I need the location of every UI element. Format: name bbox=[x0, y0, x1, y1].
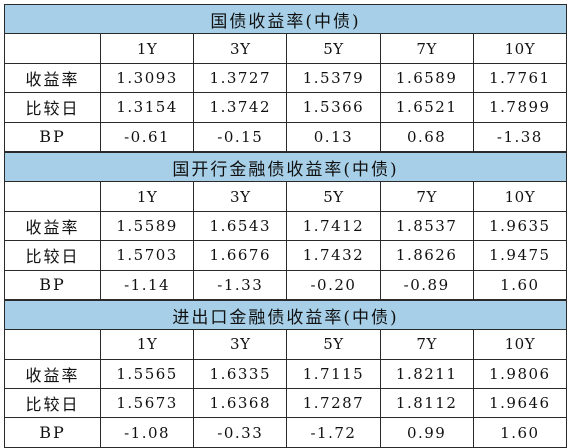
section-title: 国开行金融债收益率(中债) bbox=[4, 150, 567, 183]
yield-cell: 1.9635 bbox=[472, 210, 567, 242]
yield-cell: 1.3154 bbox=[99, 92, 195, 123]
bp-cell: -0.61 bbox=[99, 121, 195, 153]
bp-cell: -1.08 bbox=[99, 417, 195, 448]
bond-yield-table: 国债收益率(中债) 1Y 3Y 5Y 7Y 10Y 收益率 1.3093 1.3… bbox=[4, 3, 567, 448]
table-row: BP -1.14 -1.33 -0.20 -0.89 1.60 bbox=[4, 269, 567, 301]
yield-cell: 1.7899 bbox=[472, 92, 567, 123]
bp-cell: -1.38 bbox=[472, 121, 567, 153]
tenor-header: 7Y bbox=[379, 33, 474, 64]
bp-cell: -1.33 bbox=[193, 269, 288, 301]
yield-cell: 1.7115 bbox=[286, 358, 381, 390]
row-label: BP bbox=[4, 121, 101, 153]
yield-cell: 1.8112 bbox=[379, 388, 474, 419]
row-label: BP bbox=[4, 269, 101, 301]
yield-cell: 1.8537 bbox=[379, 210, 474, 242]
yield-cell: 1.7287 bbox=[286, 388, 381, 419]
section-title-row: 国开行金融债收益率(中债) bbox=[4, 150, 567, 183]
row-label: BP bbox=[4, 417, 101, 448]
section-title: 国债收益率(中债) bbox=[4, 3, 567, 35]
tenor-header: 10Y bbox=[472, 181, 567, 212]
bp-cell: -0.15 bbox=[193, 121, 288, 153]
bp-cell: 1.60 bbox=[472, 417, 567, 448]
bp-cell: -0.33 bbox=[193, 417, 288, 448]
yield-cell: 1.6589 bbox=[379, 62, 474, 94]
bond-yield-table-body: 国债收益率(中债) 1Y 3Y 5Y 7Y 10Y 收益率 1.3093 1.3… bbox=[4, 3, 567, 448]
row-label: 收益率 bbox=[4, 210, 101, 242]
bp-cell: -1.72 bbox=[286, 417, 381, 448]
tenor-header: 1Y bbox=[99, 181, 195, 212]
tenor-header: 3Y bbox=[193, 181, 288, 212]
table-row: 收益率 1.3093 1.3727 1.5379 1.6589 1.7761 bbox=[4, 62, 567, 94]
bp-cell: -0.20 bbox=[286, 269, 381, 301]
section-title-row: 国债收益率(中债) bbox=[4, 3, 567, 35]
table-row: 比较日 1.3154 1.3742 1.5366 1.6521 1.7899 bbox=[4, 92, 567, 123]
yield-cell: 1.8626 bbox=[379, 240, 474, 271]
yield-cell: 1.7412 bbox=[286, 210, 381, 242]
row-label: 比较日 bbox=[4, 92, 101, 123]
tenor-header: 7Y bbox=[379, 329, 474, 360]
bp-cell: 0.68 bbox=[379, 121, 474, 153]
bp-cell: -0.89 bbox=[379, 269, 474, 301]
yield-cell: 1.5703 bbox=[99, 240, 195, 271]
tenor-header-blank bbox=[4, 181, 101, 212]
row-label: 比较日 bbox=[4, 240, 101, 271]
tenor-header-blank bbox=[4, 33, 101, 64]
yield-cell: 1.5589 bbox=[99, 210, 195, 242]
tenor-header: 5Y bbox=[286, 181, 381, 212]
tenor-header-row: 1Y 3Y 5Y 7Y 10Y bbox=[4, 181, 567, 212]
yield-cell: 1.6676 bbox=[193, 240, 288, 271]
table-row: 收益率 1.5565 1.6335 1.7115 1.8211 1.9806 bbox=[4, 358, 567, 390]
yield-cell: 1.5379 bbox=[286, 62, 381, 94]
tenor-header: 7Y bbox=[379, 181, 474, 212]
table-row: 比较日 1.5703 1.6676 1.7432 1.8626 1.9475 bbox=[4, 240, 567, 271]
yield-cell: 1.5673 bbox=[99, 388, 195, 419]
yield-cell: 1.7761 bbox=[472, 62, 567, 94]
yield-cell: 1.7432 bbox=[286, 240, 381, 271]
yield-cell: 1.9646 bbox=[472, 388, 567, 419]
yield-cell: 1.3742 bbox=[193, 92, 288, 123]
yield-cell: 1.8211 bbox=[379, 358, 474, 390]
tenor-header: 10Y bbox=[472, 329, 567, 360]
row-label: 比较日 bbox=[4, 388, 101, 419]
section-title-row: 进出口金融债收益率(中债) bbox=[4, 298, 567, 331]
yield-cell: 1.3727 bbox=[193, 62, 288, 94]
tenor-header: 5Y bbox=[286, 33, 381, 64]
table-row: 比较日 1.5673 1.6368 1.7287 1.8112 1.9646 bbox=[4, 388, 567, 419]
yield-cell: 1.5565 bbox=[99, 358, 195, 390]
row-label: 收益率 bbox=[4, 358, 101, 390]
yield-cell: 1.5366 bbox=[286, 92, 381, 123]
yield-cell: 1.6521 bbox=[379, 92, 474, 123]
bp-cell: 1.60 bbox=[472, 269, 567, 301]
yield-cell: 1.3093 bbox=[99, 62, 195, 94]
yield-cell: 1.9475 bbox=[472, 240, 567, 271]
table-row: BP -1.08 -0.33 -1.72 0.99 1.60 bbox=[4, 417, 567, 448]
yield-cell: 1.6543 bbox=[193, 210, 288, 242]
tenor-header: 1Y bbox=[99, 329, 195, 360]
bp-cell: -1.14 bbox=[99, 269, 195, 301]
table-row: BP -0.61 -0.15 0.13 0.68 -1.38 bbox=[4, 121, 567, 153]
yield-cell: 1.6368 bbox=[193, 388, 288, 419]
tenor-header-blank bbox=[4, 329, 101, 360]
yield-cell: 1.9806 bbox=[472, 358, 567, 390]
tenor-header: 3Y bbox=[193, 33, 288, 64]
section-title: 进出口金融债收益率(中债) bbox=[4, 298, 567, 331]
row-label: 收益率 bbox=[4, 62, 101, 94]
table-row: 收益率 1.5589 1.6543 1.7412 1.8537 1.9635 bbox=[4, 210, 567, 242]
yield-cell: 1.6335 bbox=[193, 358, 288, 390]
tenor-header-row: 1Y 3Y 5Y 7Y 10Y bbox=[4, 33, 567, 64]
tenor-header: 3Y bbox=[193, 329, 288, 360]
tenor-header: 1Y bbox=[99, 33, 195, 64]
bp-cell: 0.13 bbox=[286, 121, 381, 153]
tenor-header-row: 1Y 3Y 5Y 7Y 10Y bbox=[4, 329, 567, 360]
tenor-header: 5Y bbox=[286, 329, 381, 360]
bp-cell: 0.99 bbox=[379, 417, 474, 448]
tenor-header: 10Y bbox=[472, 33, 567, 64]
